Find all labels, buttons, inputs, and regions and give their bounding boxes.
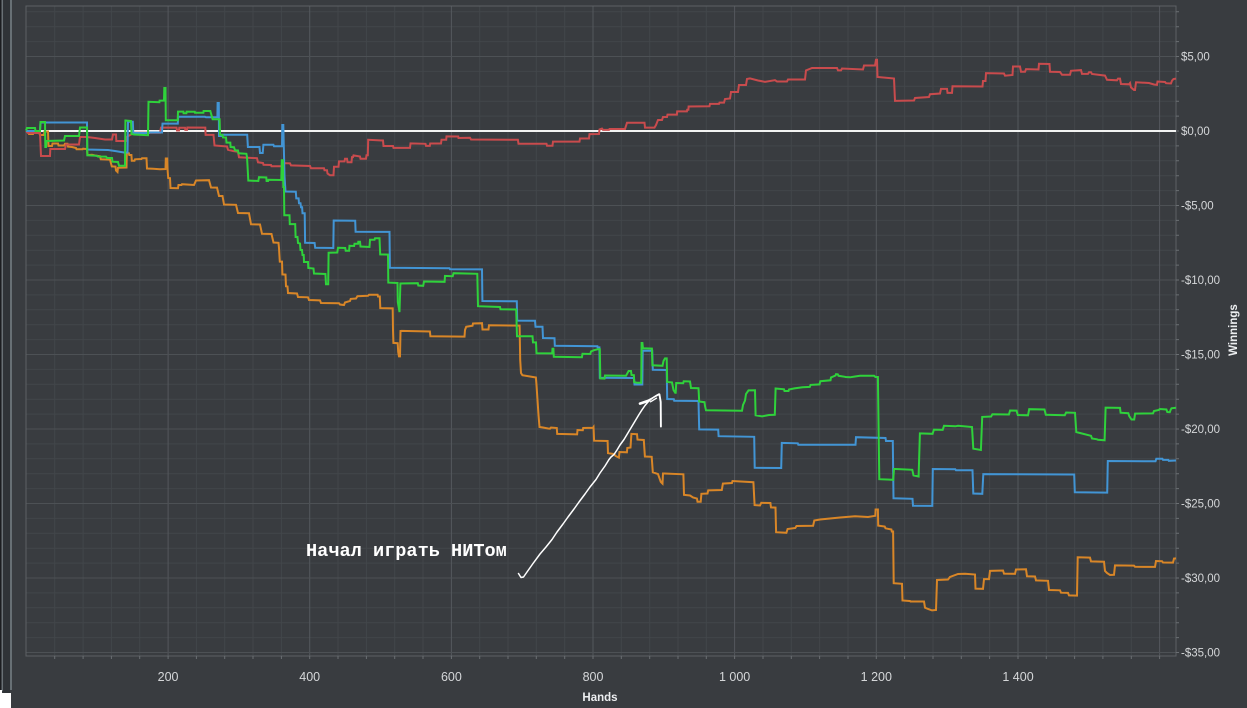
svg-text:-$35,00: -$35,00 [1181, 648, 1220, 660]
svg-text:1 200: 1 200 [861, 670, 892, 684]
svg-text:$5,00: $5,00 [1181, 52, 1210, 64]
svg-text:-$5,00: -$5,00 [1181, 201, 1214, 213]
svg-text:-$20,00: -$20,00 [1181, 424, 1220, 436]
svg-text:Winnings: Winnings [1228, 304, 1240, 356]
svg-text:400: 400 [299, 670, 320, 684]
svg-text:$0,00: $0,00 [1181, 126, 1210, 138]
svg-text:-$30,00: -$30,00 [1181, 573, 1220, 585]
svg-text:1 000: 1 000 [719, 670, 750, 684]
svg-text:-$25,00: -$25,00 [1181, 499, 1220, 511]
svg-text:200: 200 [158, 670, 179, 684]
svg-text:-$10,00: -$10,00 [1181, 275, 1220, 287]
svg-text:1 400: 1 400 [1002, 670, 1033, 684]
svg-text:Hands: Hands [582, 692, 617, 704]
svg-text:800: 800 [583, 670, 604, 684]
svg-text:Начал играть НИТом: Начал играть НИТом [306, 541, 507, 562]
svg-text:-$15,00: -$15,00 [1181, 350, 1220, 362]
svg-text:600: 600 [441, 670, 462, 684]
